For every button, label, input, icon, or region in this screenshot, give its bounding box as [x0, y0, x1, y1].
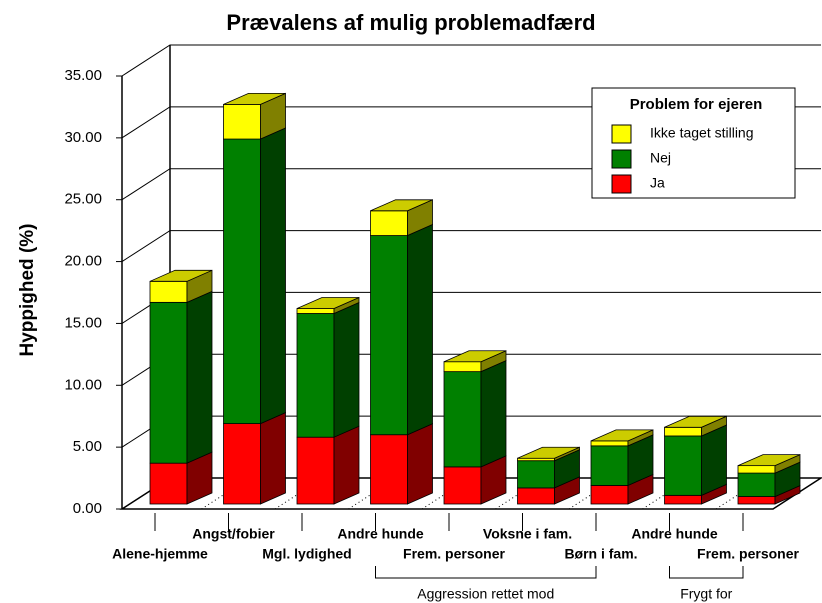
- bar-top: [149, 269, 213, 282]
- bar-segment: [664, 435, 702, 496]
- bar-side: [407, 223, 433, 436]
- bar-stack: [223, 92, 286, 505]
- x-tick-label: Andre hunde: [337, 526, 424, 542]
- bar-segment: [149, 280, 188, 303]
- bar-side: [407, 423, 433, 505]
- bar-segment: [370, 434, 408, 505]
- bar-stack: [443, 350, 507, 505]
- bar-stack: [737, 454, 801, 505]
- bar-side: [333, 301, 360, 438]
- group-bracket: [375, 566, 597, 579]
- y-tick-label: 15.00: [64, 314, 102, 331]
- legend-swatch: [611, 124, 632, 144]
- legend-label: Nej: [650, 150, 671, 166]
- bar-side: [701, 424, 727, 496]
- bar-segment: [737, 472, 776, 497]
- bar-segment: [370, 210, 408, 236]
- x-tick-label: Børn i fam.: [564, 546, 637, 562]
- legend-label: Ikke taget stilling: [650, 125, 754, 141]
- bar-segment: [296, 436, 335, 505]
- bar-segment: [517, 460, 555, 489]
- bar-segment: [223, 423, 261, 505]
- bar-side: [260, 127, 286, 425]
- bar-segment: [517, 487, 555, 505]
- y-tick-label: 20.00: [64, 253, 102, 270]
- y-tick-label: 25.00: [64, 191, 102, 208]
- bar-segment: [737, 496, 776, 505]
- bar-segment: [590, 485, 629, 505]
- bar-segment: [149, 462, 188, 505]
- bar-top: [370, 199, 433, 212]
- bar-stack: [149, 269, 213, 505]
- bar-segment: [737, 465, 776, 474]
- legend-swatch: [611, 174, 632, 194]
- x-tick-label: Alene-hjemme: [112, 546, 208, 562]
- bar-segment: [370, 235, 408, 436]
- x-tick-label: Angst/fobier: [192, 526, 275, 542]
- bar-side: [260, 411, 286, 505]
- bar-segment: [590, 440, 629, 447]
- x-tick-label: Frem. personer: [403, 546, 505, 562]
- bar-segment: [296, 313, 335, 438]
- group-label: Frygt for: [680, 586, 732, 602]
- bar-stack: [590, 429, 654, 505]
- bar-stack: [664, 415, 727, 505]
- bar-segment: [443, 371, 482, 468]
- bar-top: [443, 350, 507, 363]
- y-axis-label: Hyppighed (%): [17, 224, 38, 357]
- bar-side: [186, 290, 213, 464]
- x-tick-label: Andre hunde: [631, 526, 718, 542]
- legend-label: Ja: [650, 175, 665, 191]
- bar-segment: [223, 138, 261, 424]
- legend-title: Problem for ejeren: [630, 96, 763, 113]
- bar-segment: [443, 361, 482, 373]
- bar-segment: [443, 466, 482, 505]
- bar-stack: [296, 296, 360, 505]
- bar-segment: [664, 494, 702, 505]
- bar-segment: [664, 426, 702, 437]
- legend-swatch: [611, 149, 632, 169]
- bar-top: [664, 415, 727, 428]
- bar-segment: [296, 308, 335, 314]
- bar-stack: [370, 199, 433, 505]
- group-bracket: [669, 566, 744, 579]
- x-tick-label: Voksne i fam.: [483, 526, 572, 542]
- bar-top: [737, 454, 801, 467]
- y-tick-label: 0.00: [73, 500, 102, 517]
- x-tick-label: Frem. personer: [697, 546, 799, 562]
- bar-segment: [223, 104, 261, 140]
- group-label: Aggression rettet mod: [417, 586, 554, 602]
- chart-title: Prævalens af mulig problemadfærd: [226, 10, 595, 35]
- y-tick-label: 35.00: [64, 67, 102, 84]
- y-tick-label: 30.00: [64, 129, 102, 146]
- grid-line: [121, 44, 821, 77]
- grid-line: [121, 230, 821, 262]
- bar-top: [590, 429, 654, 442]
- x-tick-label: Mgl. lydighed: [262, 546, 351, 562]
- bar-side: [480, 360, 507, 468]
- bar-top: [296, 297, 360, 309]
- y-tick-label: 5.00: [73, 438, 102, 455]
- bar-stack: [517, 446, 580, 505]
- bar-side: [333, 425, 360, 505]
- bar-top: [223, 93, 286, 105]
- bar-top: [517, 446, 580, 459]
- bar-segment: [590, 445, 629, 486]
- bar-segment: [149, 301, 188, 464]
- y-tick-label: 10.00: [64, 376, 102, 393]
